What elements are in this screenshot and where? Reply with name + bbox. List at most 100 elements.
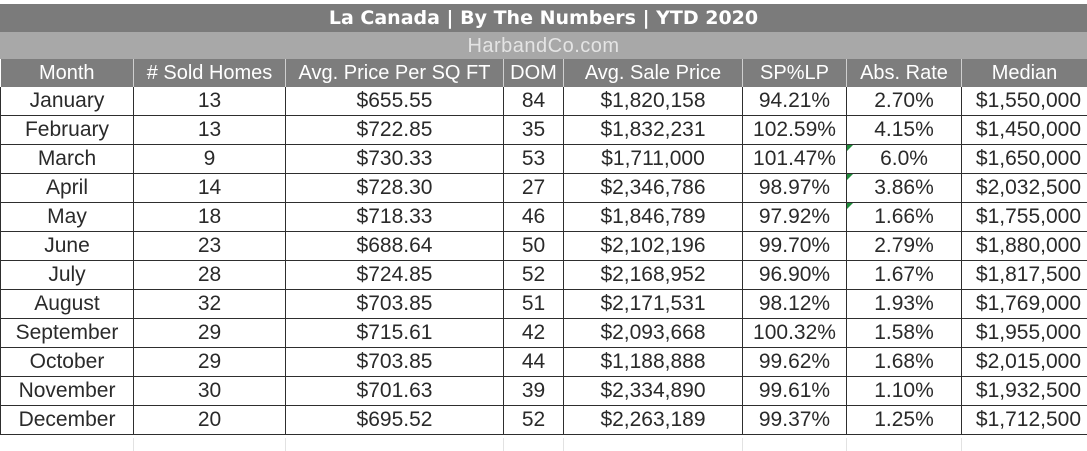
cell-price-per-sqft[interactable]: $695.52: [285, 405, 504, 435]
cell-price-per-sqft[interactable]: $703.85: [285, 347, 504, 377]
cell-sp-lp[interactable]: 99.70%: [742, 231, 847, 261]
header-month[interactable]: Month: [0, 59, 134, 87]
cell-median[interactable]: $2,032,500: [961, 173, 1087, 203]
cell-abs-rate[interactable]: 1.66%: [846, 202, 962, 232]
cell-price-per-sqft[interactable]: $728.30: [285, 173, 504, 203]
header-sold-homes[interactable]: # Sold Homes: [133, 59, 286, 87]
cell-abs-rate[interactable]: 1.10%: [846, 376, 962, 406]
cell-avg-sale-price[interactable]: $1,711,000: [563, 144, 743, 174]
cell-dom[interactable]: 52: [503, 405, 564, 435]
cell-median[interactable]: $1,755,000: [961, 202, 1087, 232]
cell-sold-homes[interactable]: 13: [133, 87, 286, 116]
cell-month[interactable]: June: [0, 231, 134, 261]
cell-median[interactable]: $1,932,500: [961, 376, 1087, 406]
cell-avg-sale-price[interactable]: $2,093,668: [563, 318, 743, 348]
cell-abs-rate[interactable]: 4.15%: [846, 115, 962, 145]
cell-price-per-sqft[interactable]: $718.33: [285, 202, 504, 232]
cell-dom[interactable]: 46: [503, 202, 564, 232]
cell-abs-rate[interactable]: 1.93%: [846, 289, 962, 319]
cell-month[interactable]: November: [0, 376, 134, 406]
cell-dom[interactable]: 84: [503, 87, 564, 116]
cell-sold-homes[interactable]: 29: [133, 318, 286, 348]
cell-abs-rate[interactable]: 2.79%: [846, 231, 962, 261]
cell-month[interactable]: October: [0, 347, 134, 377]
cell-price-per-sqft[interactable]: $701.63: [285, 376, 504, 406]
cell-price-per-sqft[interactable]: $655.55: [285, 87, 504, 116]
cell-median[interactable]: $1,712,500: [961, 405, 1087, 435]
cell-median[interactable]: $1,550,000: [961, 87, 1087, 116]
cell-dom[interactable]: 52: [503, 260, 564, 290]
cell-month[interactable]: July: [0, 260, 134, 290]
cell-median[interactable]: $1,769,000: [961, 289, 1087, 319]
cell-sp-lp[interactable]: 99.37%: [742, 405, 847, 435]
cell-sp-lp[interactable]: 98.97%: [742, 173, 847, 203]
cell-month[interactable]: August: [0, 289, 134, 319]
cell-dom[interactable]: 35: [503, 115, 564, 145]
header-median[interactable]: Median: [961, 59, 1087, 87]
cell-sp-lp[interactable]: 96.90%: [742, 260, 847, 290]
cell-price-per-sqft[interactable]: $722.85: [285, 115, 504, 145]
cell-median[interactable]: $1,880,000: [961, 231, 1087, 261]
cell-month[interactable]: March: [0, 144, 134, 174]
cell-dom[interactable]: 39: [503, 376, 564, 406]
cell-sold-homes[interactable]: 23: [133, 231, 286, 261]
cell-dom[interactable]: 42: [503, 318, 564, 348]
header-abs-rate[interactable]: Abs. Rate: [846, 59, 962, 87]
header-price-per-sqft[interactable]: Avg. Price Per SQ FT: [285, 59, 504, 87]
cell-price-per-sqft[interactable]: $730.33: [285, 144, 504, 174]
cell-sp-lp[interactable]: 100.32%: [742, 318, 847, 348]
cell-abs-rate[interactable]: 6.0%: [846, 144, 962, 174]
cell-avg-sale-price[interactable]: $1,820,158: [563, 87, 743, 116]
cell-median[interactable]: $1,955,000: [961, 318, 1087, 348]
header-sp-lp[interactable]: SP%LP: [742, 59, 847, 87]
cell-avg-sale-price[interactable]: $2,168,952: [563, 260, 743, 290]
cell-sold-homes[interactable]: 14: [133, 173, 286, 203]
cell-price-per-sqft[interactable]: $703.85: [285, 289, 504, 319]
cell-month[interactable]: May: [0, 202, 134, 232]
cell-price-per-sqft[interactable]: $724.85: [285, 260, 504, 290]
cell-sp-lp[interactable]: 98.12%: [742, 289, 847, 319]
cell-median[interactable]: $2,015,000: [961, 347, 1087, 377]
cell-abs-rate[interactable]: 1.68%: [846, 347, 962, 377]
cell-month[interactable]: January: [0, 87, 134, 116]
cell-avg-sale-price[interactable]: $1,188,888: [563, 347, 743, 377]
cell-abs-rate[interactable]: 1.58%: [846, 318, 962, 348]
cell-abs-rate[interactable]: 2.70%: [846, 87, 962, 116]
cell-avg-sale-price[interactable]: $2,334,890: [563, 376, 743, 406]
cell-month[interactable]: February: [0, 115, 134, 145]
cell-sold-homes[interactable]: 13: [133, 115, 286, 145]
cell-sold-homes[interactable]: 29: [133, 347, 286, 377]
cell-abs-rate[interactable]: 1.25%: [846, 405, 962, 435]
cell-price-per-sqft[interactable]: $715.61: [285, 318, 504, 348]
cell-sp-lp[interactable]: 99.61%: [742, 376, 847, 406]
cell-sold-homes[interactable]: 20: [133, 405, 286, 435]
cell-median[interactable]: $1,450,000: [961, 115, 1087, 145]
header-avg-sale-price[interactable]: Avg. Sale Price: [563, 59, 743, 87]
cell-avg-sale-price[interactable]: $2,263,189: [563, 405, 743, 435]
cell-dom[interactable]: 44: [503, 347, 564, 377]
cell-avg-sale-price[interactable]: $1,846,789: [563, 202, 743, 232]
cell-median[interactable]: $1,650,000: [961, 144, 1087, 174]
cell-sp-lp[interactable]: 102.59%: [742, 115, 847, 145]
cell-median[interactable]: $1,817,500: [961, 260, 1087, 290]
cell-price-per-sqft[interactable]: $688.64: [285, 231, 504, 261]
cell-sp-lp[interactable]: 101.47%: [742, 144, 847, 174]
header-dom[interactable]: DOM: [503, 59, 564, 87]
cell-abs-rate[interactable]: 3.86%: [846, 173, 962, 203]
cell-dom[interactable]: 51: [503, 289, 564, 319]
cell-avg-sale-price[interactable]: $2,171,531: [563, 289, 743, 319]
cell-dom[interactable]: 53: [503, 144, 564, 174]
page-subtitle[interactable]: HarbandCo.com: [0, 32, 1087, 59]
cell-avg-sale-price[interactable]: $2,102,196: [563, 231, 743, 261]
cell-sold-homes[interactable]: 18: [133, 202, 286, 232]
cell-month[interactable]: September: [0, 318, 134, 348]
cell-sold-homes[interactable]: 32: [133, 289, 286, 319]
cell-sold-homes[interactable]: 9: [133, 144, 286, 174]
cell-sp-lp[interactable]: 94.21%: [742, 87, 847, 116]
cell-dom[interactable]: 50: [503, 231, 564, 261]
cell-abs-rate[interactable]: 1.67%: [846, 260, 962, 290]
cell-avg-sale-price[interactable]: $2,346,786: [563, 173, 743, 203]
cell-month[interactable]: December: [0, 405, 134, 435]
page-title[interactable]: La Canada | By The Numbers | YTD 2020: [0, 4, 1087, 32]
cell-sold-homes[interactable]: 30: [133, 376, 286, 406]
